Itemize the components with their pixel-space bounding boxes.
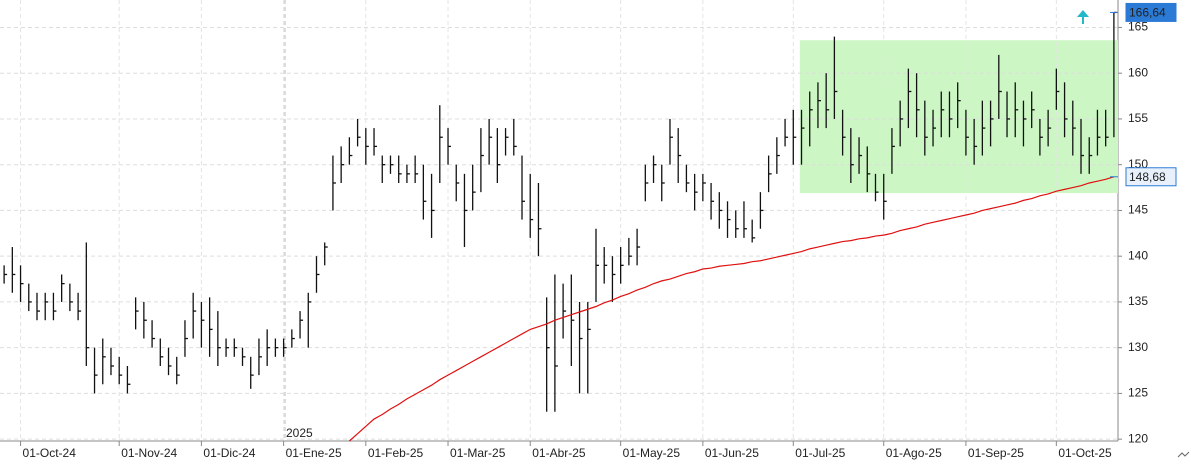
y-tick-label: 165 (1128, 20, 1148, 34)
y-tick-label: 130 (1128, 340, 1148, 354)
y-tick-label: 135 (1128, 294, 1148, 308)
x-tick-label: 01-Dic-24 (203, 446, 255, 460)
y-tick-label: 155 (1128, 111, 1148, 125)
y-tick-label: 145 (1128, 203, 1148, 217)
x-tick-label: 01-Oct-24 (23, 446, 77, 460)
highlight-zone (799, 40, 1118, 194)
price-label: 166,64 (1129, 6, 1166, 20)
x-tick-label: 01-Oct-25 (1058, 446, 1112, 460)
x-tick-label: 01-Mar-25 (450, 446, 506, 460)
x-tick-label: 01-Nov-24 (121, 446, 177, 460)
y-tick-label: 140 (1128, 248, 1148, 262)
x-tick-label: 01-Ago-25 (886, 446, 942, 460)
x-tick-label: 01-Sep-25 (968, 446, 1024, 460)
x-tick-label: 01-Feb-25 (368, 446, 424, 460)
price-label-box (1125, 167, 1177, 187)
up-arrow-icon (1077, 10, 1089, 24)
x-tick-label: 01-Jul-25 (795, 446, 845, 460)
x-tick-label: 01-Abr-25 (532, 446, 586, 460)
y-tick-label: 125 (1128, 386, 1148, 400)
price-label: 148,68 (1129, 170, 1166, 184)
y-tick-label: 160 (1128, 65, 1148, 79)
y-tick-label: 120 (1128, 431, 1148, 445)
scale-icon (1177, 451, 1190, 458)
x-tick-label: 01-May-25 (623, 446, 681, 460)
x-tick-label: 01-Ene-25 (286, 446, 342, 460)
price-label-box (1125, 2, 1177, 22)
moving-average-line (348, 176, 1115, 442)
year-label: 2025 (286, 426, 313, 440)
x-tick-label: 01-Jun-25 (705, 446, 759, 460)
